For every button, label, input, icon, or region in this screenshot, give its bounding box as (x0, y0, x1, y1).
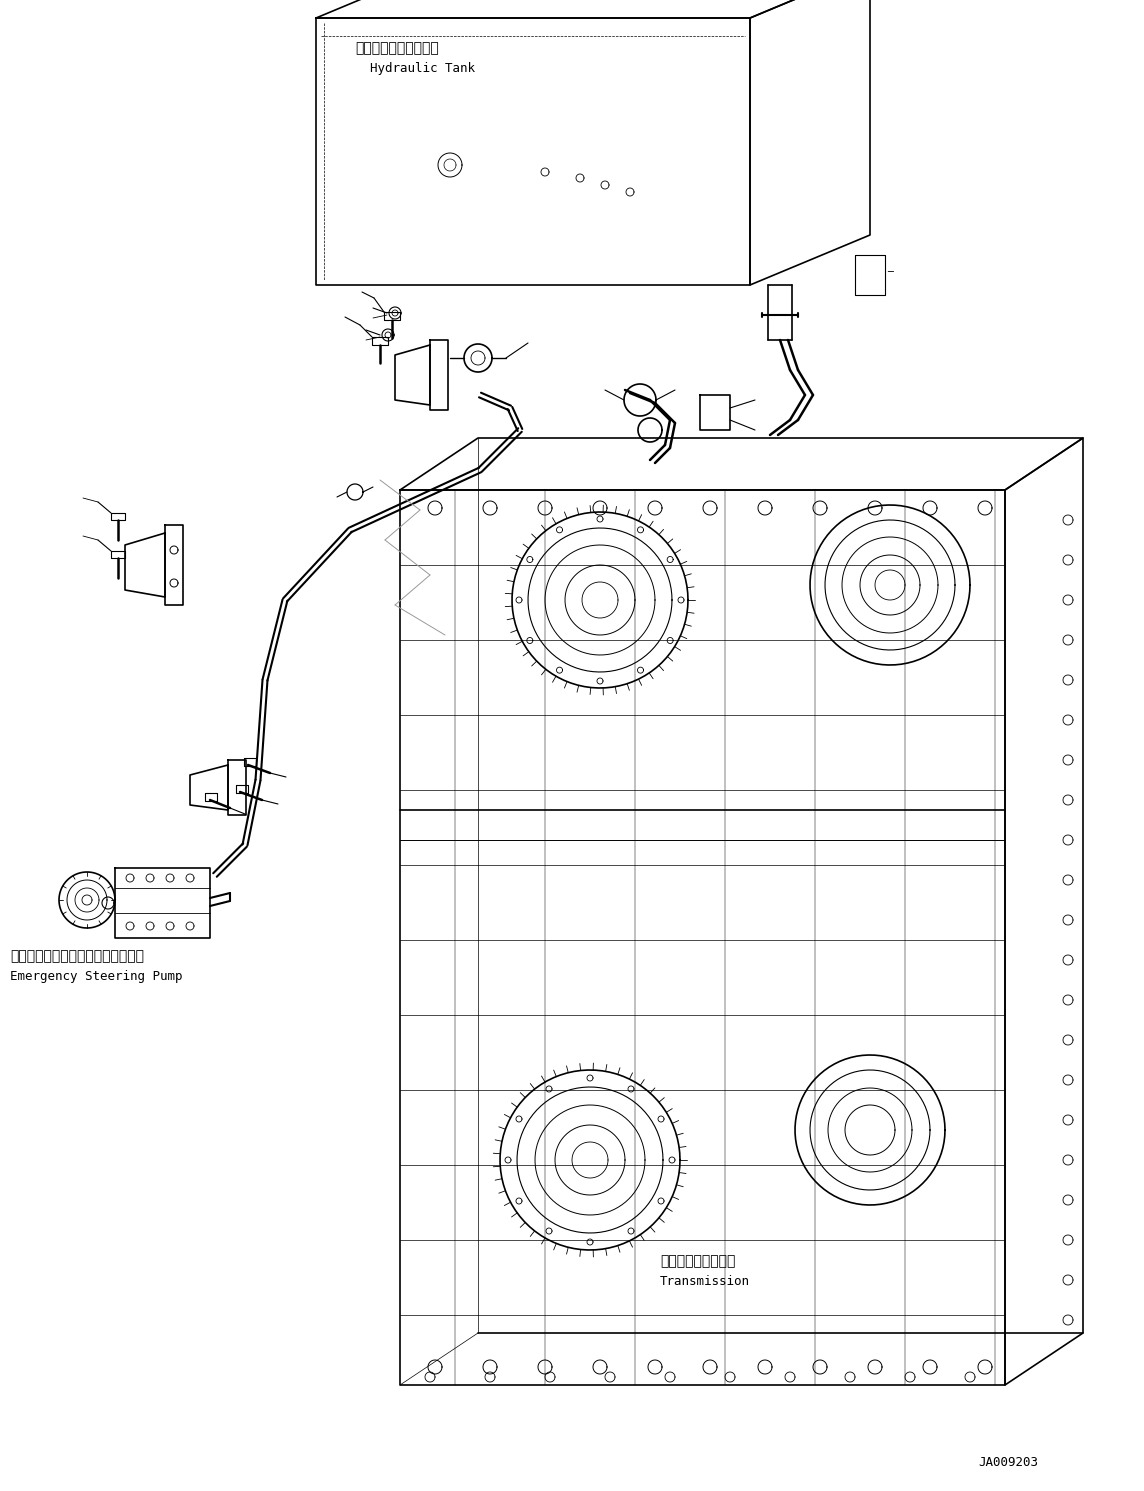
Text: トランスミッション: トランスミッション (660, 1254, 736, 1267)
Text: Emergency Steering Pump: Emergency Steering Pump (10, 971, 183, 983)
Text: エマージェンシステアリングポンプ: エマージェンシステアリングポンプ (10, 948, 144, 963)
Text: ハイドロリックタンク: ハイドロリックタンク (355, 40, 439, 55)
Text: Transmission: Transmission (660, 1275, 750, 1288)
Text: JA009203: JA009203 (978, 1457, 1038, 1469)
Text: ─: ─ (887, 267, 892, 277)
Text: Hydraulic Tank: Hydraulic Tank (370, 63, 475, 75)
